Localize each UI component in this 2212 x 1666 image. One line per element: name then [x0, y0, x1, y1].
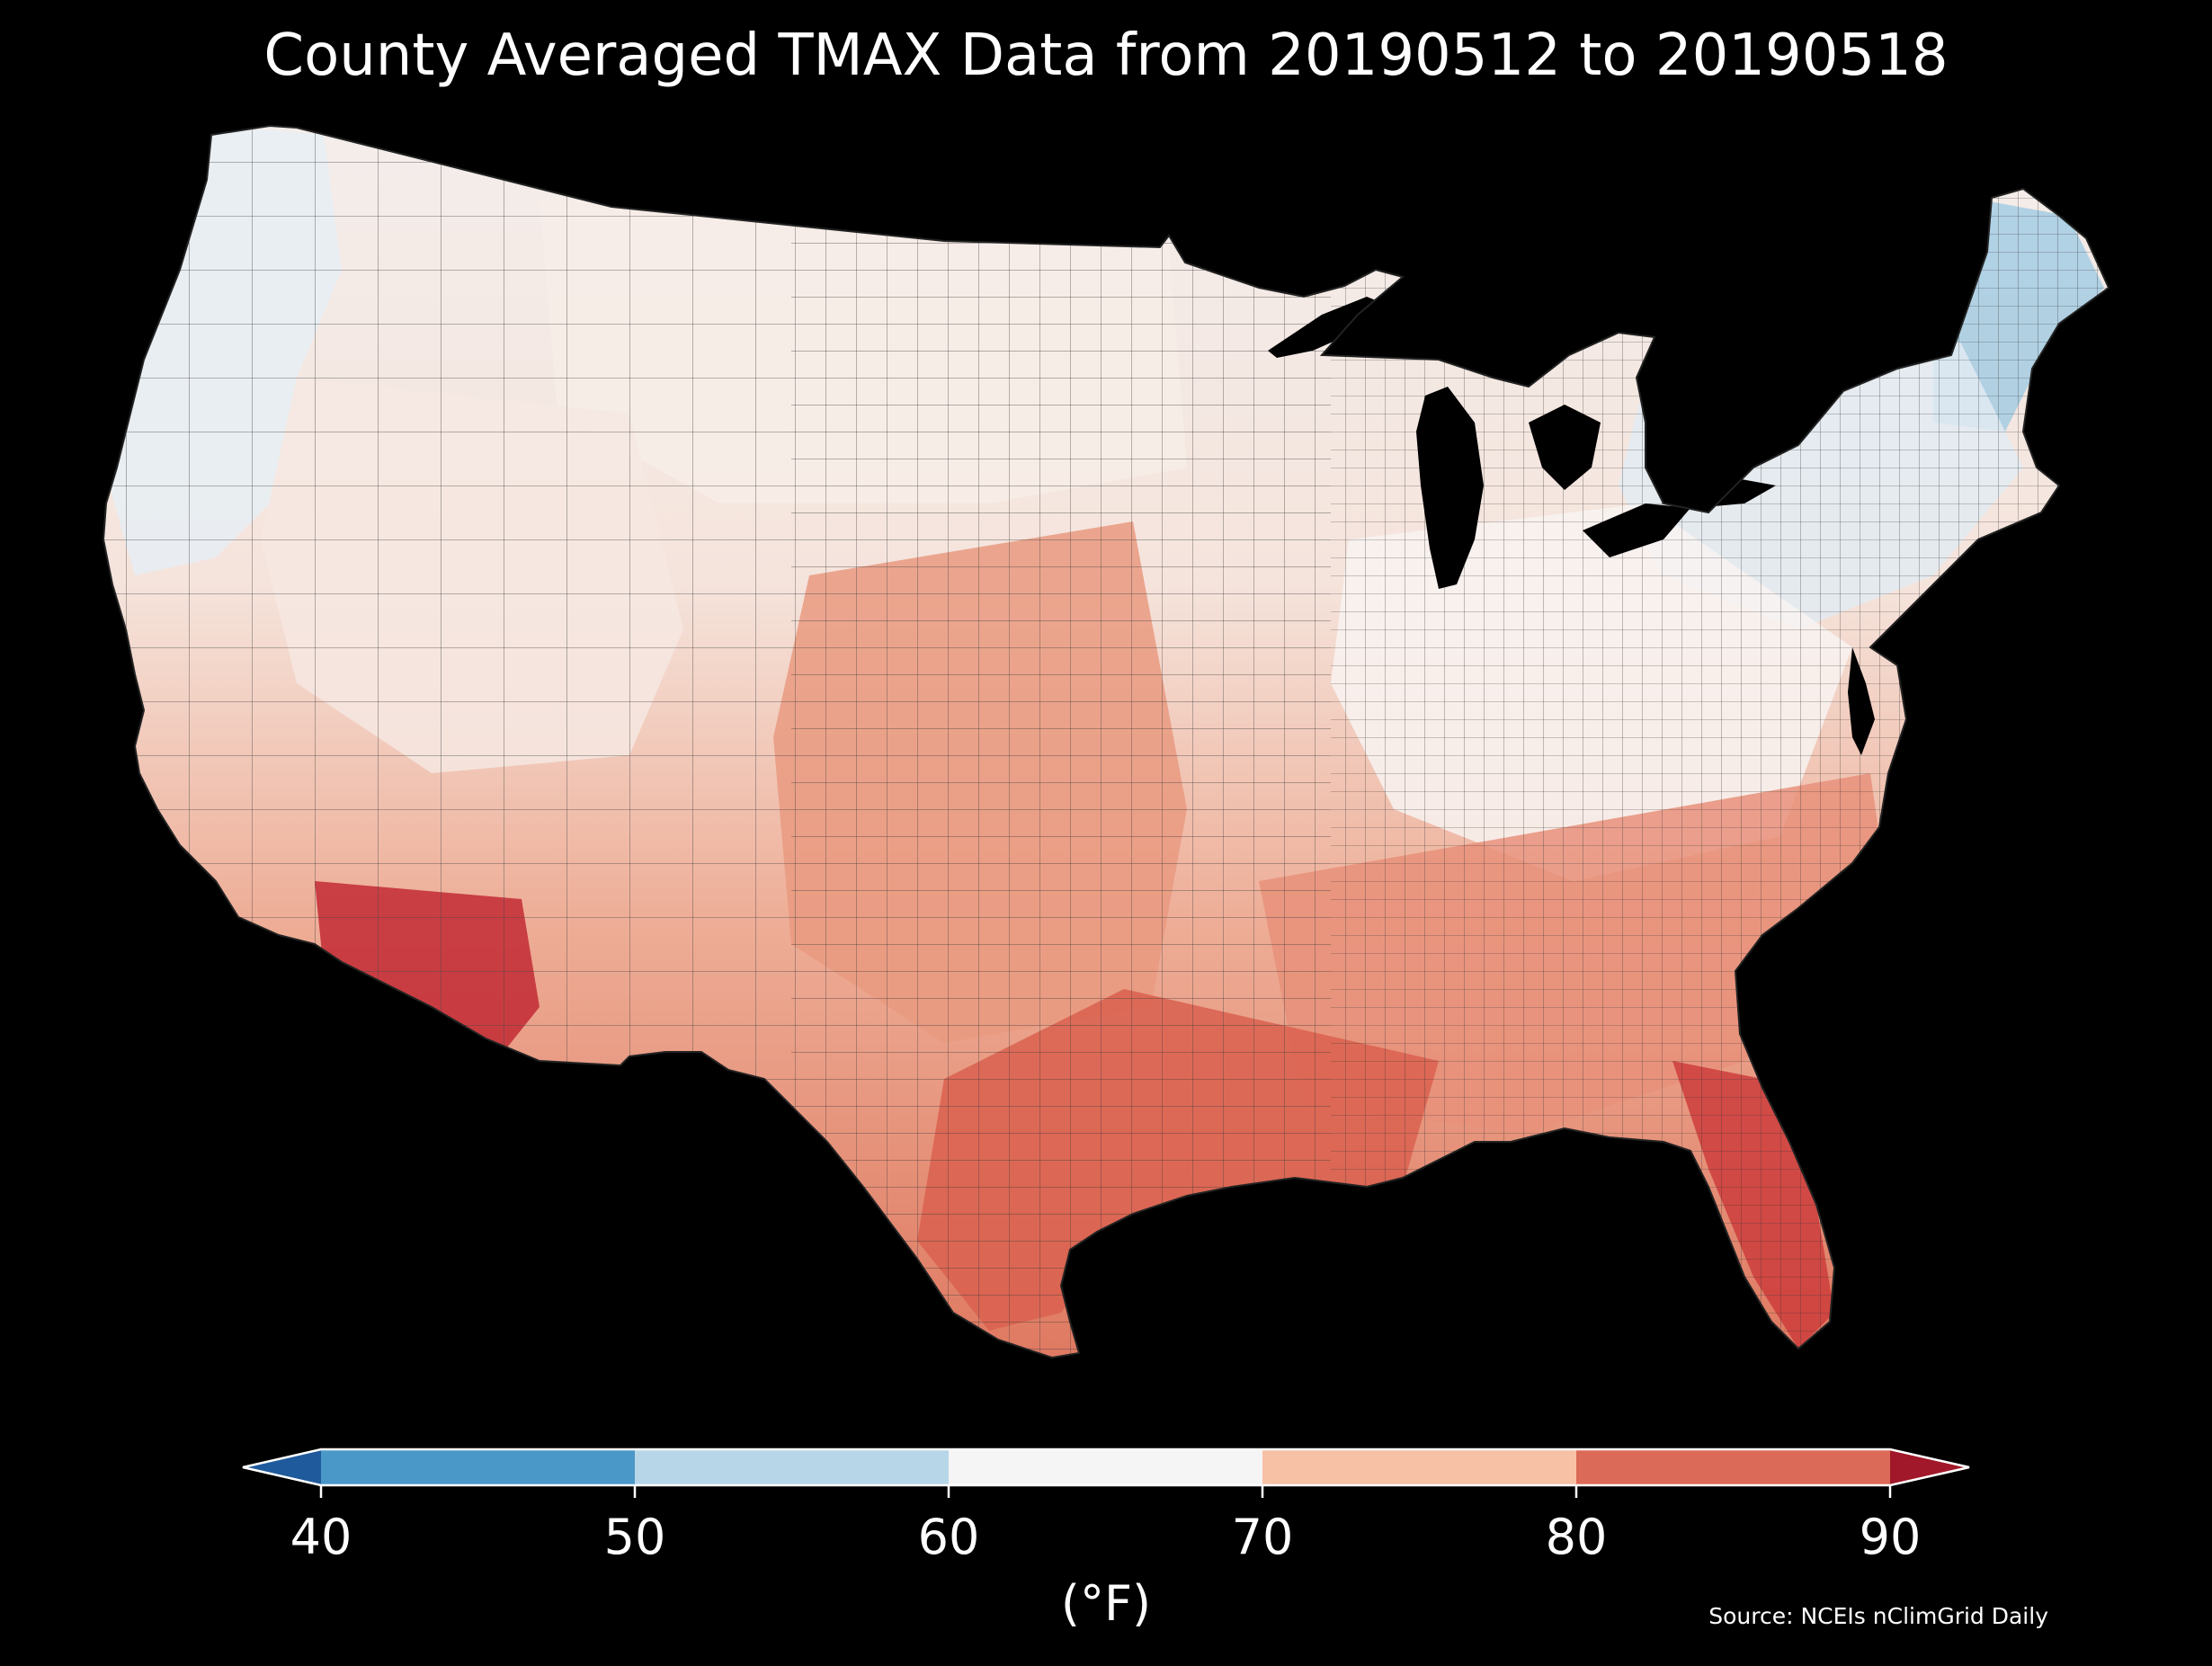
chesapeake-bay — [1848, 647, 1875, 755]
county-borders-west — [103, 126, 791, 1358]
map-title: County Averaged TMAX Data from 20190512 … — [263, 22, 1949, 89]
county-borders-east — [1331, 126, 2109, 1358]
lake-erie — [1583, 503, 1690, 557]
lake-superior — [1268, 297, 1389, 358]
lake-michigan — [1416, 387, 1484, 589]
lake-huron — [1529, 405, 1601, 490]
county-borders-plains — [791, 126, 1331, 1358]
great-lakes — [1268, 297, 1776, 589]
source-credit: Source: NCEIs nClimGrid Daily — [1708, 1603, 2048, 1629]
